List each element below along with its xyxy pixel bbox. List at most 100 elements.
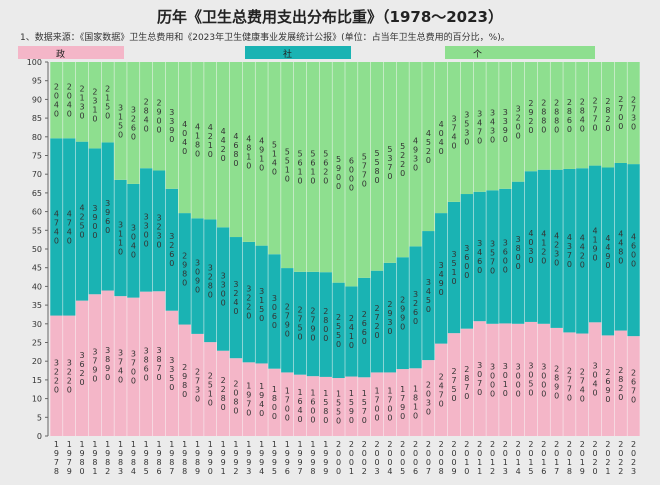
bar-personal xyxy=(588,62,602,166)
bar-personal xyxy=(191,62,204,219)
bar-gov xyxy=(537,323,550,436)
y-tick-label: 55 xyxy=(32,226,42,235)
bar-personal xyxy=(601,62,615,168)
bar-social xyxy=(601,167,615,336)
bar-personal xyxy=(396,62,409,258)
bar-personal xyxy=(242,62,255,242)
bar-gov xyxy=(268,368,281,436)
bar-personal xyxy=(255,62,268,246)
bar-personal xyxy=(511,62,525,182)
y-tick-label: 25 xyxy=(32,339,42,348)
bar-personal xyxy=(127,62,140,184)
bar-gov xyxy=(345,376,358,436)
bar-social xyxy=(332,282,345,379)
bar-gov xyxy=(499,323,512,436)
bar-social xyxy=(216,227,230,351)
bar-personal xyxy=(422,62,435,232)
bar-gov xyxy=(127,297,140,436)
bar-gov xyxy=(255,363,268,436)
bar-social xyxy=(306,271,320,377)
bar-social xyxy=(563,168,576,333)
bar-social xyxy=(268,254,281,369)
y-tick-label: 60 xyxy=(32,208,42,217)
chart-subtitle: 1、数据来源：《国家数据》卫生总费用和《2023年卫生健康事业发展统计公报》(单… xyxy=(20,33,510,43)
bar-gov xyxy=(114,296,127,436)
bar-social xyxy=(75,141,89,301)
bar-social xyxy=(63,138,76,316)
bar-gov xyxy=(447,333,461,436)
bar-personal xyxy=(550,62,563,170)
bar-social xyxy=(396,257,409,370)
bar-gov xyxy=(63,315,76,436)
bar-personal xyxy=(345,62,358,287)
bar-personal xyxy=(281,62,294,269)
bar-personal xyxy=(435,62,448,214)
bar-gov xyxy=(140,291,153,436)
bar-social xyxy=(127,183,140,298)
bar-gov xyxy=(422,360,435,436)
y-tick-label: 40 xyxy=(32,282,42,291)
bar-gov xyxy=(293,374,307,436)
bar-social xyxy=(165,188,179,311)
bar-personal xyxy=(114,62,127,180)
bar-social xyxy=(550,169,563,328)
y-tick-label: 50 xyxy=(32,245,42,254)
bar-gov xyxy=(75,300,89,436)
bar-gov xyxy=(486,323,499,436)
bar-gov xyxy=(281,372,294,436)
